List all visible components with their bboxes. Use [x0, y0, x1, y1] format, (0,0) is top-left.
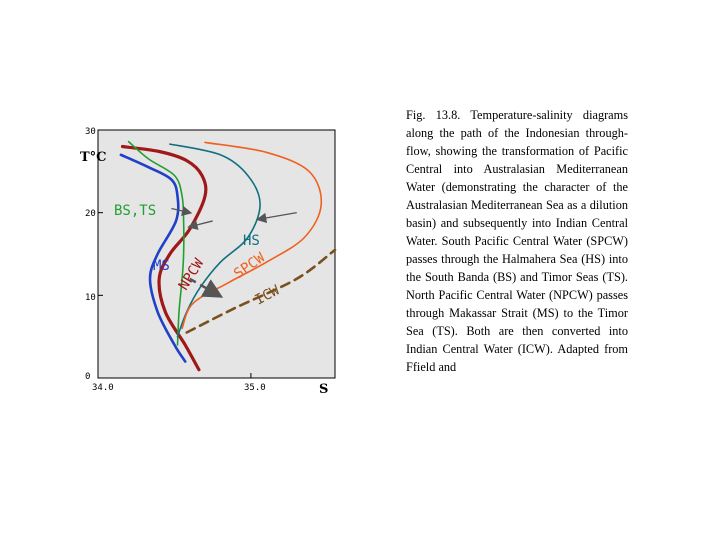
label-bs-ts: BS,TS [114, 203, 156, 219]
ytick-label-20: 20 [85, 209, 96, 219]
xtick-label-35: 35.0 [244, 383, 266, 393]
series-line-bs-ts [127, 140, 185, 346]
ytick-label-10: 10 [85, 293, 96, 303]
y-axis-label: T°C [80, 150, 107, 165]
annotation-arrow-2 [255, 212, 297, 224]
arrow-layer [171, 205, 297, 298]
label-ms: MS [153, 258, 170, 274]
annotation-arrow-3 [189, 277, 224, 298]
label-hs: HS [243, 233, 260, 249]
series-layer [119, 140, 337, 372]
ytick-label-0: 0 [85, 372, 90, 382]
series-line-icw [185, 248, 337, 334]
annotation-arrow-1 [187, 219, 213, 230]
annotation-arrow-0 [171, 205, 193, 217]
xtick-label-34: 34.0 [92, 383, 114, 393]
series-line-ms [119, 153, 187, 363]
ytick-label-30: 30 [85, 127, 96, 137]
axis-ticks [97, 129, 252, 379]
figure-caption: Fig. 13.8. Temperature-salinity diagrams… [406, 108, 628, 374]
series-line-hs [169, 143, 261, 338]
plot-area [97, 129, 336, 379]
x-axis-label: S [319, 382, 328, 397]
